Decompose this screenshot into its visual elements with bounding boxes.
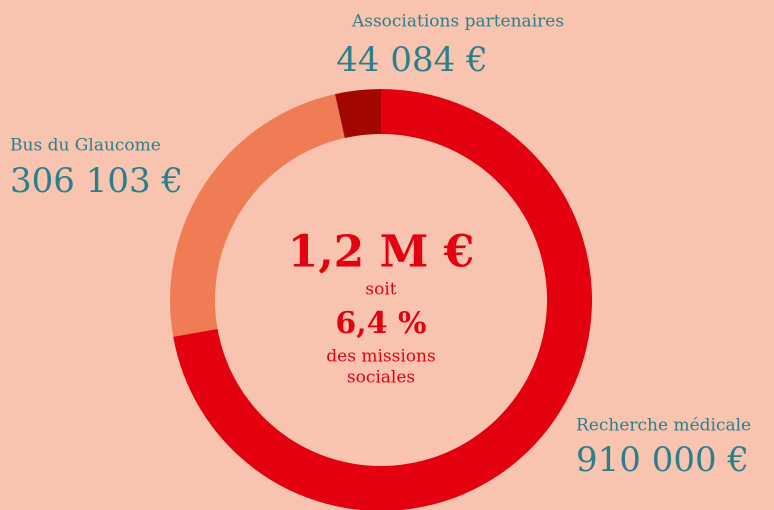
value-label: 44 084 € xyxy=(336,40,487,80)
center-text: des missions xyxy=(326,347,435,367)
slice xyxy=(170,94,345,337)
category-label: Bus du Glaucome xyxy=(10,136,161,156)
center-text: sociales xyxy=(347,368,415,388)
slice xyxy=(334,89,381,138)
center-text: soit xyxy=(365,280,396,300)
value-label: 306 103 € xyxy=(10,161,183,201)
category-label: Recherche médicale xyxy=(576,416,751,436)
category-label: Associations partenaires xyxy=(351,12,564,32)
center-text: 6,4 % xyxy=(335,306,426,341)
value-label: 910 000 € xyxy=(576,440,749,480)
center-text: 1,2 M € xyxy=(288,227,475,278)
